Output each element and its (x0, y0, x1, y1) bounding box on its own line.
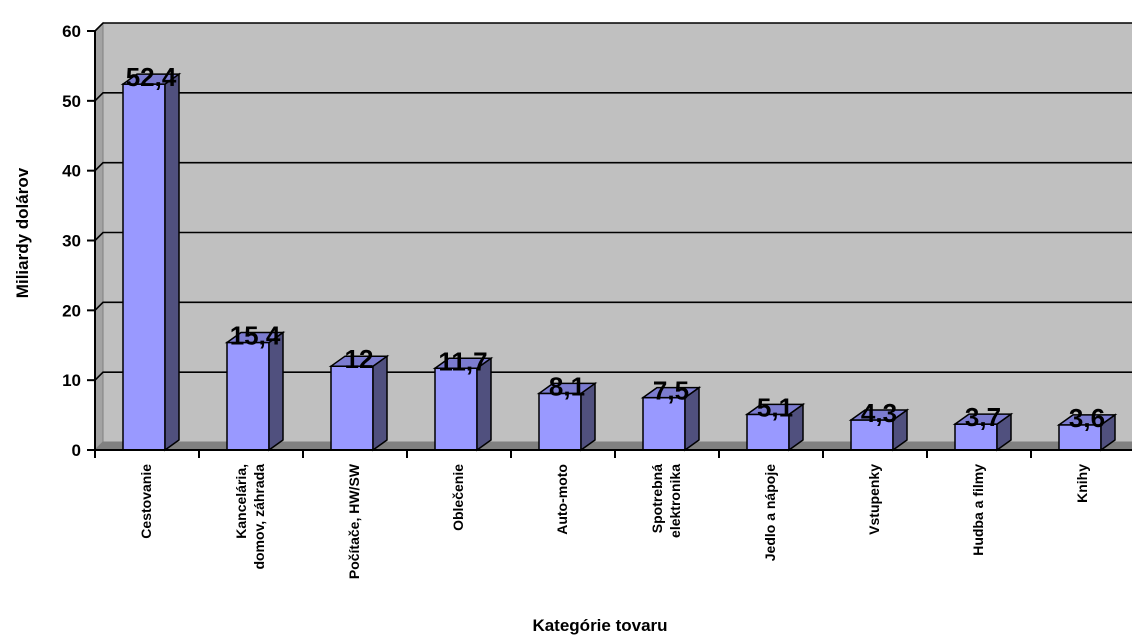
category-label: Vstupenky (866, 464, 882, 535)
bar (640, 386, 702, 452)
gridline (94, 22, 1132, 32)
bar-front (434, 367, 478, 451)
data-label: 4,3 (861, 398, 897, 428)
axes (87, 30, 1132, 458)
data-label: 8,1 (549, 371, 585, 401)
bar-front (850, 419, 894, 451)
bar-top (328, 355, 390, 367)
gridline (94, 231, 1132, 242)
bar-top (744, 403, 806, 416)
bars (120, 72, 1118, 452)
bar-front (538, 392, 582, 451)
bar (536, 381, 598, 452)
y-tick-label: 40 (62, 162, 81, 181)
data-labels: 52,4 15,4 12 11,7 8,1 7,5 5,1 4,3 3,7 3,6 (126, 62, 1105, 433)
category-label: Hudba a filmy (970, 464, 986, 556)
bar-side (372, 354, 388, 452)
category-label-line: Hudba a filmy (970, 464, 986, 556)
y-tick-label: 0 (72, 441, 81, 460)
category-label: Oblečenie (450, 464, 466, 531)
data-label: 5,1 (757, 392, 793, 422)
bar (1056, 413, 1118, 452)
gridlines (94, 22, 1132, 381)
y-tick-label: 30 (62, 232, 81, 251)
category-labels: Cestovanie Kancelária, domov, záhrada Počít… (138, 463, 1090, 579)
category-label-line: Spotrebná (649, 464, 665, 533)
bar (432, 356, 494, 452)
bar-top (432, 357, 494, 370)
category-label: Spotrebná elektronika (649, 464, 683, 538)
category-label-line: Kancelária, (233, 464, 249, 539)
y-tick-label: 20 (62, 301, 81, 320)
bar-front (122, 83, 166, 451)
category-label-line: domov, záhrada (251, 464, 267, 570)
bar-front (1058, 424, 1102, 451)
bar (120, 72, 182, 452)
gridline (94, 161, 1132, 172)
data-label: 52,4 (126, 62, 177, 92)
category-label-line: Vstupenky (866, 464, 882, 535)
bar-top (640, 386, 702, 399)
category-label-line: Počítače, HW/SW (346, 463, 362, 579)
bar (952, 412, 1014, 452)
gridline (94, 92, 1132, 102)
x-axis-title: Kategórie tovaru (532, 616, 667, 635)
data-label: 7,5 (653, 376, 689, 406)
category-label-line: Oblečenie (450, 464, 466, 531)
y-tick-label: 50 (62, 92, 81, 111)
bar-top (120, 73, 182, 85)
category-label-line: Jedlo a nápoje (762, 464, 778, 561)
gridline (94, 301, 1132, 311)
bar-top (952, 413, 1014, 425)
bar-top (536, 382, 598, 395)
category-label: Jedlo a nápoje (762, 464, 778, 561)
bar (328, 354, 390, 452)
data-label: 3,6 (1069, 403, 1105, 433)
category-label-line: Cestovanie (138, 464, 154, 539)
bar-side (164, 72, 180, 452)
bar-front (226, 341, 270, 451)
bar (848, 408, 910, 452)
bar-front (642, 396, 686, 451)
data-label: 11,7 (438, 346, 487, 376)
category-label: Kancelária, domov, záhrada (233, 464, 267, 570)
category-label: Auto-moto (554, 464, 570, 535)
bar-top (1056, 414, 1118, 426)
y-tick-label: 60 (62, 22, 81, 41)
gridline (94, 371, 1132, 381)
category-label: Knihy (1074, 464, 1090, 503)
bar-top (848, 409, 910, 421)
y-tick-label: 10 (62, 371, 81, 390)
data-label: 3,7 (965, 402, 1001, 432)
data-label: 15,4 (230, 320, 281, 350)
data-label: 12 (345, 344, 374, 374)
bar (744, 402, 806, 452)
category-label-line: Knihy (1074, 464, 1090, 503)
category-label: Cestovanie (138, 464, 154, 539)
y-axis-title: Miliardy dolárov (13, 167, 32, 298)
bar-front (330, 365, 374, 451)
category-label-line: elektronika (667, 464, 683, 538)
category-label-line: Auto-moto (554, 464, 570, 535)
category-label: Počítače, HW/SW (346, 463, 362, 579)
bar-top (224, 331, 286, 344)
y-tick-labels: 0 10 20 30 40 50 60 (62, 22, 81, 460)
